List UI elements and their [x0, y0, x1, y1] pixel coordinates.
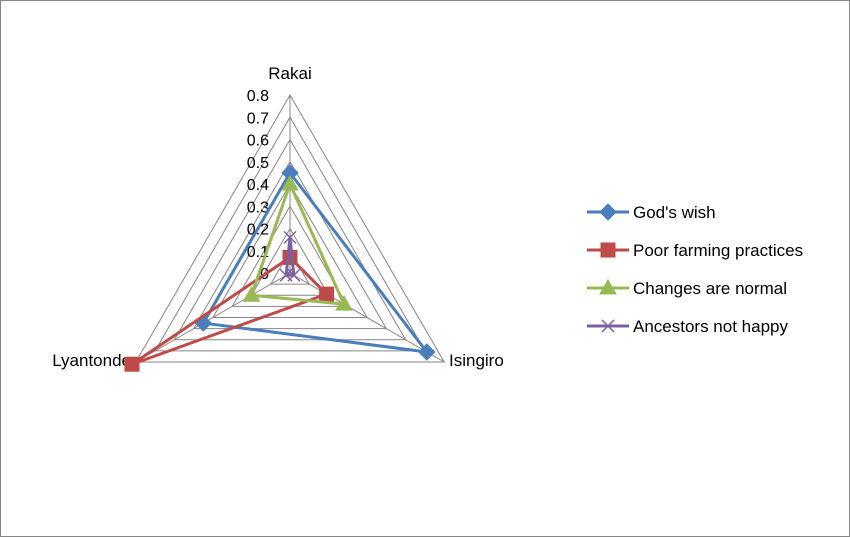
legend-item-ancestors-not-happy[interactable]: Ancestors not happy: [587, 317, 788, 336]
data-point: [283, 230, 297, 244]
grid-ring: [134, 94, 446, 363]
grid-ring: [154, 116, 426, 352]
legend-item-poor-farming-practices[interactable]: Poor farming practices: [587, 241, 803, 260]
series-line: [284, 235, 296, 277]
legend-label: God's wish: [633, 203, 716, 222]
legend-marker: [599, 278, 617, 295]
tick-label: 0.3: [247, 199, 269, 216]
data-point: [418, 343, 436, 361]
tick-label: 0.7: [247, 110, 269, 127]
data-point: [319, 286, 335, 302]
data-point: [242, 286, 261, 302]
axis-label-isingiro: Isingiro: [449, 351, 504, 370]
legend-marker: [601, 319, 615, 333]
legend-item-changes-are-normal[interactable]: Changes are normal: [587, 278, 787, 298]
legend-label: Changes are normal: [633, 279, 787, 298]
tick-label: 0.5: [247, 155, 269, 172]
legend-marker: [600, 242, 616, 258]
legend-marker: [599, 203, 617, 221]
series-line: [201, 171, 429, 354]
grid-spoke: [135, 272, 291, 363]
data-point: [281, 174, 299, 191]
grid-ring: [173, 138, 407, 341]
data-point: [279, 268, 293, 282]
series-line: [249, 182, 346, 306]
axis-labels: Rakai Isingiro Lyantonde: [52, 64, 504, 370]
data-point: [124, 356, 140, 372]
series: [124, 164, 436, 372]
tick-label: 0.8: [247, 88, 269, 105]
series-ancestors-not-happy: [279, 230, 301, 282]
tick-label: 0.4: [247, 177, 269, 194]
grid-ring: [192, 160, 388, 330]
axis-label-rakai: Rakai: [268, 64, 311, 83]
data-point: [335, 295, 353, 311]
legend-label: Ancestors not happy: [633, 317, 788, 336]
data-point: [282, 249, 298, 265]
series-poor-farming-practices: [124, 249, 335, 372]
grid: [134, 94, 446, 363]
axis-label-lyantonde: Lyantonde: [52, 351, 131, 370]
grid-spoke: [289, 272, 445, 363]
grid-ring: [250, 227, 330, 296]
legend-label: Poor farming practices: [633, 241, 803, 260]
tick-label: 0.6: [247, 133, 269, 150]
legend[interactable]: God's wish Poor farming practices Changes …: [587, 203, 803, 336]
grid-ring: [212, 183, 368, 318]
series-line: [130, 255, 329, 366]
series-changes-are-normal: [242, 174, 353, 311]
series-god-s-wish: [194, 164, 436, 361]
legend-item-god-s-wish[interactable]: God's wish: [587, 203, 716, 222]
